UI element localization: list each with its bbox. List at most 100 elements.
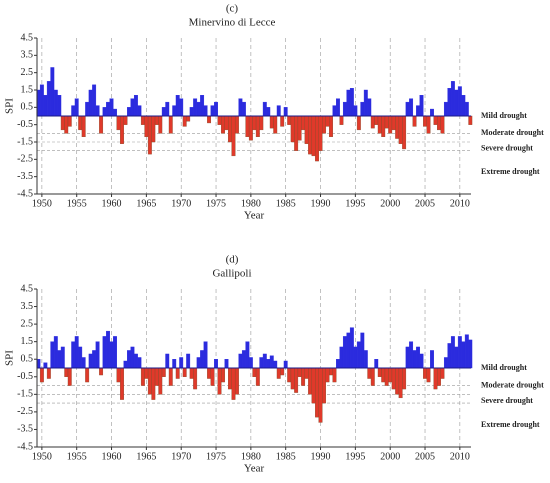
wet-bar [113,336,117,369]
dry-bar [381,367,386,383]
y-tick-label: -1.5 [17,136,33,147]
wet-bar [266,359,271,369]
wet-bar [412,350,417,369]
dry-bar [255,367,260,386]
dry-bar [398,367,403,399]
wet-bar [273,360,278,369]
dry-bar [182,115,187,127]
wet-bar [346,332,351,369]
wet-bar [363,89,368,117]
dry-bar [228,115,232,143]
wet-bar [186,353,191,369]
dry-bar [332,367,337,383]
dry-bar [325,115,330,127]
dry-bar [426,115,431,134]
wet-bar [450,81,455,117]
wet-bar [78,346,83,369]
wet-bar [356,341,361,369]
dry-bar [175,367,180,379]
dry-bar [85,367,90,383]
dry-bar [276,367,281,379]
x-tick-label: 1995 [345,451,365,462]
wet-bar [409,98,414,117]
wet-bar [200,350,205,369]
y-tick-label: -4.5 [17,188,33,199]
dry-bar [294,367,299,393]
wet-bar [81,357,86,369]
wet-bar [248,357,253,369]
dry-bar [370,115,375,129]
dry-bar [391,115,396,131]
dry-bar [423,115,427,127]
dry-bar [304,367,309,379]
wet-bar [50,341,55,369]
dry-bar [297,115,302,141]
chart-subtitle: Minervino di Lecce [189,17,276,29]
dry-bar [301,367,306,386]
dry-bar [426,367,431,383]
dry-bar [78,115,83,131]
dry-bar [186,115,191,122]
dry-bar [99,367,104,376]
dry-bar [252,115,257,131]
wet-bar [241,350,246,369]
drought-class-label: Mild drought [481,363,527,372]
wet-bar [241,101,246,117]
wet-bar [193,98,198,117]
x-tick-label: 1980 [241,198,261,209]
dry-bar [308,367,313,395]
y-tick-label: 1.5 [21,84,34,95]
chart: (d) Gallipoli 1950 1955 1960 1965 1970 1975 1980… [4,254,545,475]
dry-bar [318,115,323,151]
wet-bar [353,105,358,117]
wet-bar [123,360,128,369]
x-tick-label: 1970 [171,451,191,462]
y-tick-label: 3.5 [21,301,34,312]
wet-bar [346,89,351,117]
wet-bar [57,94,62,117]
wet-bar [165,353,170,369]
wet-bar [102,336,107,369]
dry-bar [374,115,379,125]
wet-bar [43,362,48,369]
dry-bar [221,367,225,383]
wet-bar [88,353,93,369]
wet-bar [74,98,79,117]
wet-bar [374,359,379,369]
dry-bar [294,115,299,151]
dry-bar [123,115,128,125]
dry-bar [158,115,163,134]
y-tick-label: -0.5 [17,119,33,130]
dry-bar [367,367,372,379]
wet-bar [360,332,365,369]
dry-bar [144,367,149,379]
wet-bar [50,67,55,117]
wet-bar [416,346,420,369]
dry-bar [437,367,441,386]
wet-bar [349,88,354,117]
wet-bar [200,94,205,117]
wet-bar [461,94,466,117]
wet-bar [46,81,51,117]
wet-bar [95,341,100,369]
dry-bar [297,367,302,377]
x-tick-label: 1970 [171,198,191,209]
wet-bar [367,98,372,117]
dry-bar [287,115,292,125]
dry-bar [147,115,152,155]
y-tick-label: 4.5 [21,32,34,43]
wet-bar [405,346,410,369]
wet-bar [283,107,288,117]
drought-class-label: Severe drought [481,143,533,152]
dry-bar [140,115,145,125]
dry-bar [280,367,285,376]
wet-bar [443,357,448,369]
dry-bar [304,115,309,144]
wet-bar [189,107,194,117]
x-tick-label: 1950 [32,451,52,462]
dry-bar [193,367,198,390]
dry-bar [207,115,212,124]
x-tick-label: 2005 [415,451,435,462]
wet-bar [179,357,184,369]
dry-bar [440,115,445,134]
